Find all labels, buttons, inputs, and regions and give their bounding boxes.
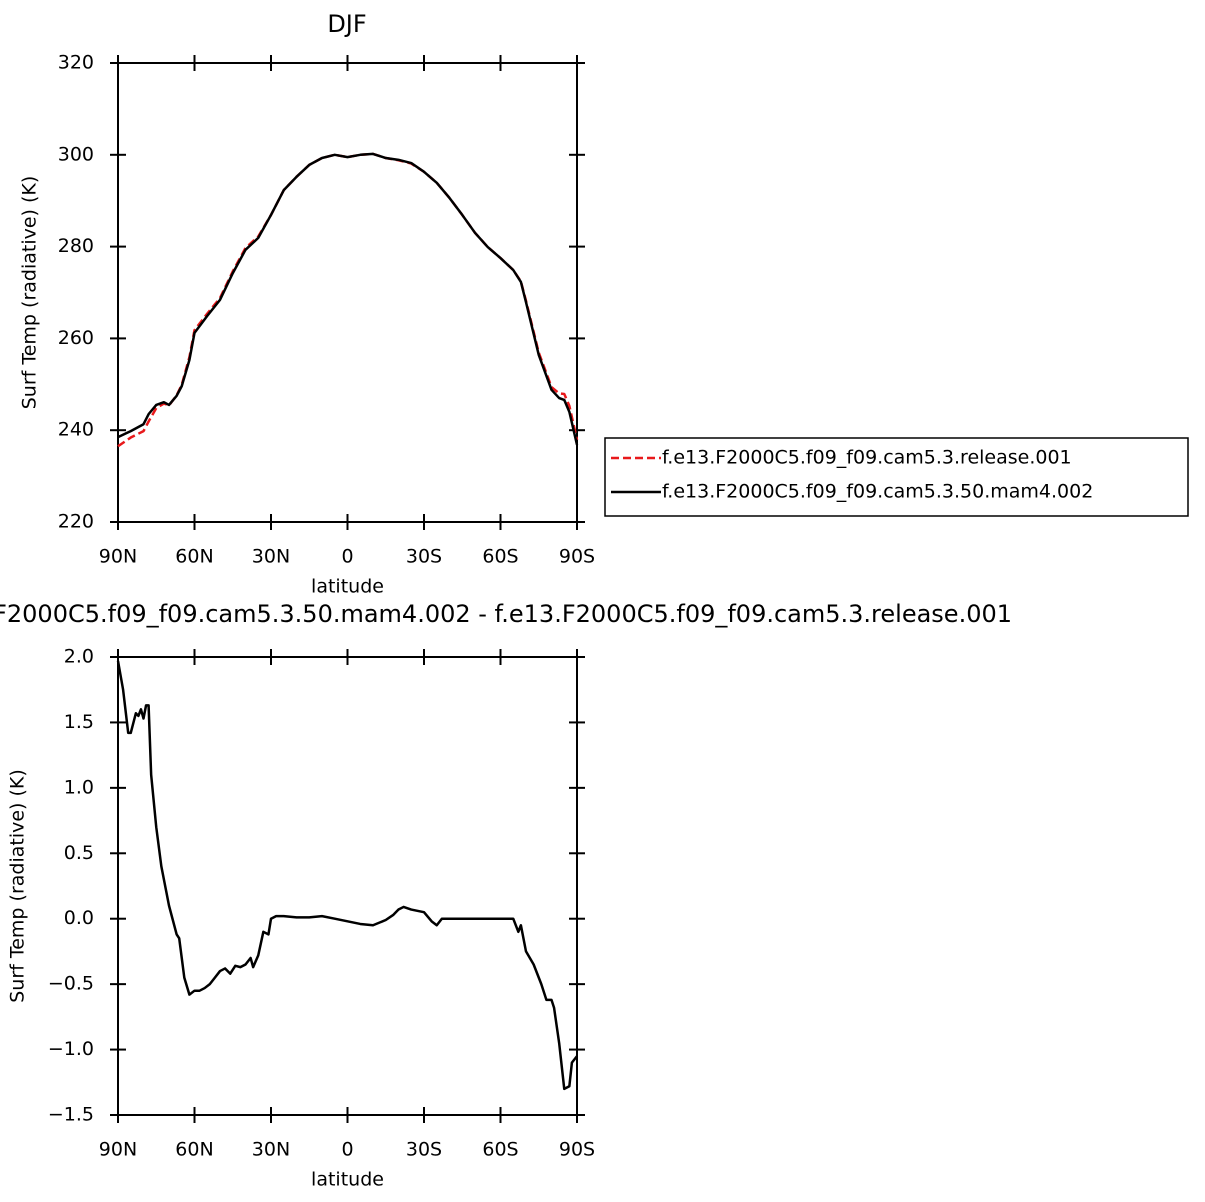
x-axis-label: latitude xyxy=(311,1169,384,1191)
y-tick-label: 220 xyxy=(58,511,94,533)
y-tick-label: 280 xyxy=(58,235,94,257)
y-tick-label: 0.0 xyxy=(64,907,94,929)
legend-box xyxy=(604,437,1189,517)
chart-title: DJF xyxy=(327,10,366,38)
legend-label: f.e13.F2000C5.f09_f09.cam5.3.50.mam4.002 xyxy=(662,481,1093,503)
x-tick-label: 60N xyxy=(175,1139,213,1161)
x-tick-label: 30N xyxy=(252,546,290,568)
y-tick-label: 1.5 xyxy=(64,711,94,733)
x-tick-label: 90S xyxy=(559,546,595,568)
x-axis-label: latitude xyxy=(311,576,384,598)
x-tick-label: 90S xyxy=(559,1139,595,1161)
x-tick-label: 90N xyxy=(99,1139,137,1161)
y-tick-label: 240 xyxy=(58,419,94,441)
x-tick-label: 30S xyxy=(406,1139,442,1161)
y-tick-label: −1.0 xyxy=(48,1038,94,1060)
data-line xyxy=(117,152,579,448)
x-tick-label: 60S xyxy=(482,546,518,568)
x-tick-label: 0 xyxy=(341,546,353,568)
y-tick-label: 0.5 xyxy=(64,842,94,864)
data-line xyxy=(116,660,578,1091)
y-tick-label: −0.5 xyxy=(48,973,94,995)
y-tick-label: 300 xyxy=(58,143,94,165)
plot-frame xyxy=(117,62,578,523)
x-tick-label: 0 xyxy=(341,1139,353,1161)
data-line xyxy=(117,152,579,446)
chart-title: f.e13.F2000C5.f09_f09.cam5.3.50.mam4.002… xyxy=(0,600,1012,628)
x-tick-label: 60S xyxy=(482,1139,518,1161)
y-axis-label: Surf Temp (radiative) (K) xyxy=(7,769,29,1003)
y-tick-label: 260 xyxy=(58,327,94,349)
y-tick-label: 320 xyxy=(58,52,94,74)
x-tick-label: 30S xyxy=(406,546,442,568)
y-axis-label: Surf Temp (radiative) (K) xyxy=(19,176,41,410)
legend-label: f.e13.F2000C5.f09_f09.cam5.3.release.001 xyxy=(662,447,1072,469)
y-tick-label: 2.0 xyxy=(64,646,94,668)
y-tick-label: −1.5 xyxy=(48,1104,94,1126)
x-tick-label: 90N xyxy=(99,546,137,568)
y-tick-label: 1.0 xyxy=(64,776,94,798)
x-tick-label: 60N xyxy=(175,546,213,568)
x-tick-label: 30N xyxy=(252,1139,290,1161)
plot-frame xyxy=(117,656,578,1116)
